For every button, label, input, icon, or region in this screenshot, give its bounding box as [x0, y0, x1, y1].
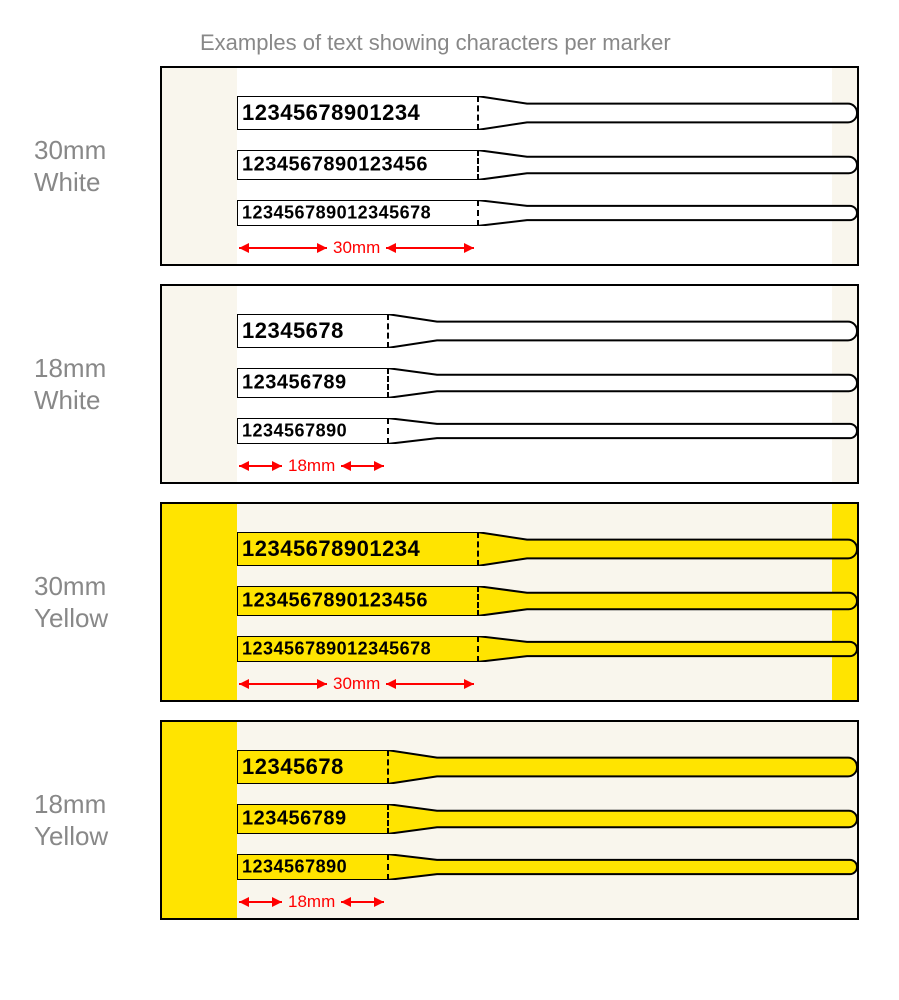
side-label-color: Yellow: [34, 820, 108, 853]
marker-text: 12345678901234: [242, 100, 420, 126]
text-area-divider: [477, 96, 479, 130]
marker-text: 1234567890123456: [242, 154, 428, 177]
marker-panel: 12345678 123456789 1234567890 18mm: [160, 720, 859, 920]
marker-text: 123456789012345678: [242, 203, 431, 224]
text-area-divider: [387, 804, 389, 834]
marker-text: 123456789: [242, 372, 347, 395]
marker-row: 1234567890123456: [162, 586, 857, 616]
marker-row: 1234567890: [162, 854, 857, 880]
arrow-left-icon: [237, 684, 329, 685]
marker-row: 123456789: [162, 368, 857, 398]
dimension-label: 30mm: [329, 674, 384, 694]
side-label: 18mmYellow: [30, 720, 160, 920]
side-label: 18mmWhite: [30, 284, 160, 484]
marker-block: 18mmWhite123456781234567891234567890 18m…: [30, 284, 859, 484]
side-label: 30mmWhite: [30, 66, 160, 266]
side-label-color: Yellow: [34, 602, 108, 635]
marker-row: 1234567890123456: [162, 150, 857, 180]
side-label-color: White: [34, 166, 100, 199]
side-label-color: White: [34, 384, 100, 417]
arrow-right-icon: [339, 466, 386, 467]
dimension-indicator: 30mm: [237, 673, 476, 695]
dimension-label: 18mm: [284, 456, 339, 476]
marker-text: 123456789012345678: [242, 639, 431, 660]
arrow-right-icon: [384, 248, 476, 249]
side-label-size: 18mm: [34, 352, 106, 385]
arrow-right-icon: [339, 902, 386, 903]
side-label-size: 30mm: [34, 134, 106, 167]
marker-row: 123456789: [162, 804, 857, 834]
marker-row: 1234567890: [162, 418, 857, 444]
marker-text: 12345678901234: [242, 536, 420, 562]
side-label-size: 30mm: [34, 570, 106, 603]
text-area-divider: [387, 314, 389, 348]
page-title: Examples of text showing characters per …: [200, 30, 859, 56]
marker-block: 18mmYellow123456781234567891234567890 18…: [30, 720, 859, 920]
marker-row: 123456789012345678: [162, 636, 857, 662]
marker-text: 12345678: [242, 754, 344, 780]
text-area-divider: [477, 532, 479, 566]
marker-text: 1234567890123456: [242, 590, 428, 613]
text-area-divider: [387, 854, 389, 880]
marker-row: 123456789012345678: [162, 200, 857, 226]
text-area-divider: [477, 200, 479, 226]
arrow-right-icon: [384, 684, 476, 685]
side-label-size: 18mm: [34, 788, 106, 821]
marker-row: 12345678901234: [162, 532, 857, 566]
marker-text: 123456789: [242, 808, 347, 831]
text-area-divider: [387, 750, 389, 784]
text-area-divider: [477, 636, 479, 662]
marker-text: 1234567890: [242, 421, 347, 442]
marker-block: 30mmYellow123456789012341234567890123456…: [30, 502, 859, 702]
side-label: 30mmYellow: [30, 502, 160, 702]
arrow-left-icon: [237, 248, 329, 249]
marker-panel: 12345678901234 1234567890123456 1234567890…: [160, 502, 859, 702]
marker-row: 12345678: [162, 750, 857, 784]
dimension-indicator: 18mm: [237, 891, 386, 913]
marker-text: 1234567890: [242, 857, 347, 878]
marker-row: 12345678: [162, 314, 857, 348]
marker-block: 30mmWhite1234567890123412345678901234561…: [30, 66, 859, 266]
dimension-label: 18mm: [284, 892, 339, 912]
dimension-label: 30mm: [329, 238, 384, 258]
marker-panel: 12345678901234 1234567890123456 1234567890…: [160, 66, 859, 266]
text-area-divider: [477, 150, 479, 180]
marker-text: 12345678: [242, 318, 344, 344]
blocks-container: 30mmWhite1234567890123412345678901234561…: [30, 66, 859, 920]
arrow-left-icon: [237, 902, 284, 903]
text-area-divider: [387, 368, 389, 398]
marker-panel: 12345678 123456789 1234567890 18mm: [160, 284, 859, 484]
marker-row: 12345678901234: [162, 96, 857, 130]
dimension-indicator: 30mm: [237, 237, 476, 259]
arrow-left-icon: [237, 466, 284, 467]
dimension-indicator: 18mm: [237, 455, 386, 477]
text-area-divider: [387, 418, 389, 444]
text-area-divider: [477, 586, 479, 616]
page: Examples of text showing characters per …: [0, 0, 899, 1000]
